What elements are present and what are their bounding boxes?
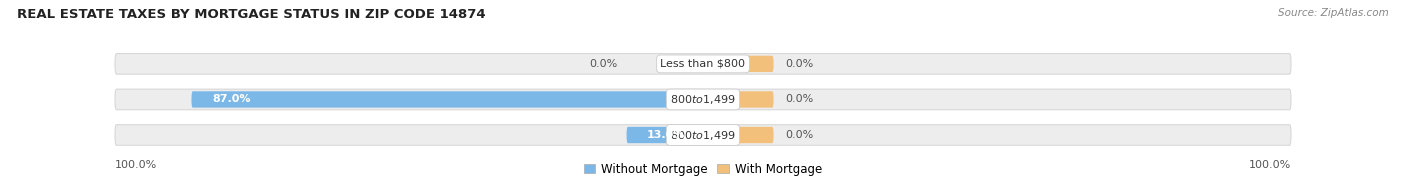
- Text: 0.0%: 0.0%: [786, 59, 814, 69]
- Text: REAL ESTATE TAXES BY MORTGAGE STATUS IN ZIP CODE 14874: REAL ESTATE TAXES BY MORTGAGE STATUS IN …: [17, 8, 485, 21]
- FancyBboxPatch shape: [703, 56, 773, 72]
- Text: $800 to $1,499: $800 to $1,499: [671, 93, 735, 106]
- Text: 100.0%: 100.0%: [115, 160, 157, 170]
- Text: Less than $800: Less than $800: [661, 59, 745, 69]
- FancyBboxPatch shape: [703, 91, 773, 108]
- Text: 0.0%: 0.0%: [786, 130, 814, 140]
- FancyBboxPatch shape: [115, 54, 1291, 74]
- Text: 100.0%: 100.0%: [1249, 160, 1291, 170]
- Text: 87.0%: 87.0%: [212, 94, 250, 105]
- Text: 13.0%: 13.0%: [647, 130, 686, 140]
- FancyBboxPatch shape: [115, 89, 1291, 110]
- Text: Source: ZipAtlas.com: Source: ZipAtlas.com: [1278, 8, 1389, 18]
- FancyBboxPatch shape: [627, 127, 703, 143]
- Text: 0.0%: 0.0%: [786, 94, 814, 105]
- FancyBboxPatch shape: [115, 125, 1291, 145]
- Text: 0.0%: 0.0%: [589, 59, 617, 69]
- Text: $800 to $1,499: $800 to $1,499: [671, 129, 735, 142]
- Legend: Without Mortgage, With Mortgage: Without Mortgage, With Mortgage: [579, 158, 827, 181]
- FancyBboxPatch shape: [191, 91, 703, 108]
- FancyBboxPatch shape: [703, 127, 773, 143]
